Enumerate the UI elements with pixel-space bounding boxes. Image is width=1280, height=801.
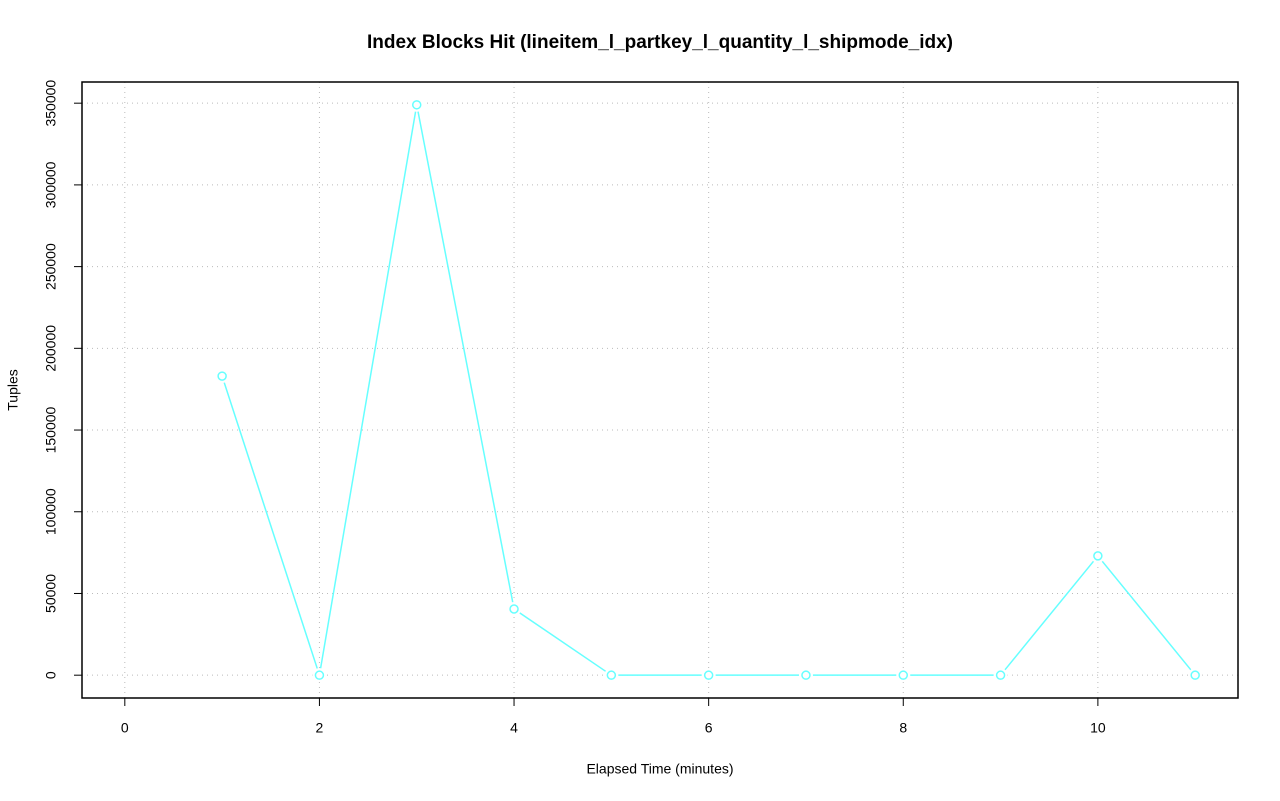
x-tick-label: 8 <box>899 720 907 736</box>
data-point <box>798 668 813 683</box>
y-tick-label: 250000 <box>43 243 59 290</box>
data-point <box>314 670 325 680</box>
data-point <box>703 670 714 680</box>
data-point <box>312 668 327 683</box>
data-point <box>801 670 811 680</box>
data-point <box>411 100 422 110</box>
y-tick-label: 50000 <box>43 574 59 613</box>
data-point <box>993 668 1008 683</box>
data-point <box>896 668 911 683</box>
plot-frame <box>81 81 1239 699</box>
x-tick-label: 6 <box>705 720 713 736</box>
y-tick-label: 300000 <box>43 161 59 208</box>
data-point <box>1188 668 1203 683</box>
y-tick-label: 0 <box>43 671 59 679</box>
data-point <box>1190 670 1200 680</box>
data-point <box>606 670 617 680</box>
x-tick-label: 2 <box>316 720 324 736</box>
data-point <box>215 369 230 384</box>
y-tick-label: 150000 <box>43 406 59 453</box>
data-point <box>604 668 619 683</box>
data-point <box>995 670 1006 680</box>
data-point <box>409 97 424 112</box>
data-point <box>701 668 716 683</box>
y-tick-label: 200000 <box>43 325 59 372</box>
data-point <box>898 670 909 680</box>
y-tick-label: 350000 <box>43 80 59 127</box>
chart-title: Index Blocks Hit (lineitem_l_partkey_l_q… <box>367 32 953 53</box>
y-axis-label: Tuples <box>5 369 21 411</box>
data-point <box>509 604 519 614</box>
y-tick-label: 100000 <box>43 488 59 535</box>
data-point <box>217 371 227 381</box>
x-tick-label: 0 <box>121 720 129 736</box>
data-point <box>507 601 522 616</box>
data-point <box>1090 548 1105 563</box>
x-tick-label: 10 <box>1090 720 1106 736</box>
series-line <box>221 104 1196 676</box>
x-tick-label: 4 <box>510 720 518 736</box>
data-point <box>1093 551 1103 561</box>
x-axis-label: Elapsed Time (minutes) <box>586 761 733 777</box>
